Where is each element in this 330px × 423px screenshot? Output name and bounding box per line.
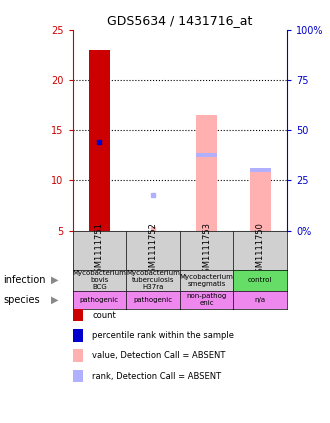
Title: GDS5634 / 1431716_at: GDS5634 / 1431716_at: [107, 14, 252, 27]
Text: rank, Detection Call = ABSENT: rank, Detection Call = ABSENT: [92, 371, 221, 381]
Text: ▶: ▶: [51, 295, 59, 305]
Bar: [196, 153, 217, 157]
Text: GSM1111751: GSM1111751: [95, 222, 104, 278]
Text: GSM1111753: GSM1111753: [202, 222, 211, 278]
Text: Mycobacterium
smegmatis: Mycobacterium smegmatis: [180, 274, 234, 287]
Text: GSM1111750: GSM1111750: [256, 222, 265, 278]
Bar: [249, 168, 271, 172]
Text: infection: infection: [3, 275, 46, 285]
Bar: [89, 49, 110, 231]
Text: control: control: [248, 277, 273, 283]
Bar: [249, 170, 271, 231]
Text: GSM1111752: GSM1111752: [148, 222, 157, 278]
Bar: [196, 115, 217, 231]
Text: ▶: ▶: [51, 275, 59, 285]
Text: n/a: n/a: [255, 297, 266, 303]
Text: value, Detection Call = ABSENT: value, Detection Call = ABSENT: [92, 351, 226, 360]
Text: species: species: [3, 295, 40, 305]
Text: percentile rank within the sample: percentile rank within the sample: [92, 331, 234, 340]
Text: Mycobacterium
tuberculosis
H37ra: Mycobacterium tuberculosis H37ra: [126, 270, 180, 290]
Text: non-pathog
enic: non-pathog enic: [186, 293, 227, 306]
Text: pathogenic: pathogenic: [80, 297, 119, 303]
Text: count: count: [92, 310, 116, 320]
Text: pathogenic: pathogenic: [133, 297, 173, 303]
Text: Mycobacterium
bovis
BCG: Mycobacterium bovis BCG: [73, 270, 126, 290]
